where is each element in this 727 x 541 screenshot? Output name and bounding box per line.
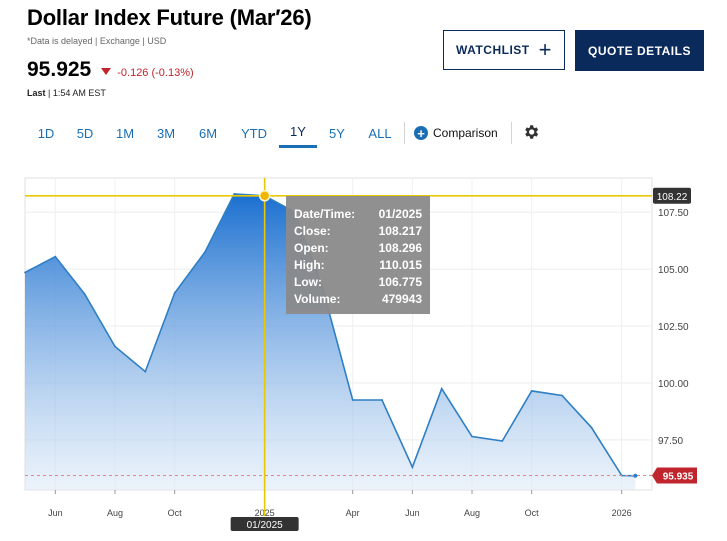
price-line xyxy=(24,193,636,477)
tooltip-key: High: xyxy=(294,258,325,272)
crosshair-y-tag xyxy=(653,187,691,204)
x-tick-label: Jun xyxy=(48,508,63,518)
data-point xyxy=(144,370,147,373)
tab-divider-2 xyxy=(511,122,512,144)
data-point xyxy=(561,394,563,397)
data-delay-note: *Data is delayed | Exchange | USD xyxy=(27,36,167,46)
down-arrow-icon xyxy=(101,68,112,75)
y-tick-label: 97.50 xyxy=(658,436,683,447)
tab-1d[interactable]: 1D xyxy=(37,125,55,141)
tooltip-key: Volume: xyxy=(294,292,340,306)
plus-circle-icon: + xyxy=(414,126,428,140)
tab-5d[interactable]: 5D xyxy=(76,125,94,141)
tooltip-key: Open: xyxy=(294,241,329,255)
tooltip-value: 108.217 xyxy=(379,224,423,238)
tooltip-value: 01/2025 xyxy=(379,207,423,221)
data-point xyxy=(54,255,57,258)
last-label: Last xyxy=(27,88,46,98)
data-point xyxy=(530,390,533,392)
tab-divider xyxy=(404,122,405,144)
y-tick-label: 107.50 xyxy=(658,208,689,219)
gear-icon[interactable] xyxy=(522,123,540,141)
tab-ytd[interactable]: YTD xyxy=(241,125,267,141)
tooltip-key: Low: xyxy=(294,275,322,289)
comparison-label: Comparison xyxy=(433,126,498,140)
tooltip-key: Close: xyxy=(294,224,331,238)
tooltip-value: 108.296 xyxy=(379,241,423,255)
x-tick-label: Oct xyxy=(525,508,540,518)
tab-all[interactable]: ALL xyxy=(368,125,392,141)
tooltip-key: Date/Time: xyxy=(294,207,355,221)
y-tick-label: 102.50 xyxy=(658,322,689,333)
crosshair-y-label: 108.22 xyxy=(657,192,688,203)
current-price-label: 95.935 xyxy=(663,472,694,483)
data-point xyxy=(471,435,473,438)
crosshair-marker xyxy=(258,190,271,202)
crosshair-x-label: 01/2025 xyxy=(247,520,284,531)
tab-1y[interactable]: 1Y xyxy=(279,118,317,148)
x-tick-label: 2026 xyxy=(612,508,632,518)
x-tick-label: Jun xyxy=(405,508,420,518)
y-tick-label: 100.00 xyxy=(658,379,689,390)
data-point xyxy=(351,399,354,401)
data-point xyxy=(173,292,176,294)
data-point xyxy=(590,426,593,429)
price-change: -0.126 (-0.13%) xyxy=(101,66,194,79)
price-row: 95.925 -0.126 (-0.13%) xyxy=(27,58,194,82)
tab-3m[interactable]: 3M xyxy=(156,125,176,141)
tooltip-box xyxy=(286,196,430,314)
crosshair-x-tag xyxy=(230,517,299,531)
data-point xyxy=(24,271,26,274)
quote-details-label: QUOTE DETAILS xyxy=(588,43,691,58)
price-change-value: -0.126 (-0.13%) xyxy=(117,66,194,79)
watchlist-button[interactable]: WATCHLIST + xyxy=(443,30,565,70)
plus-icon: + xyxy=(538,37,552,62)
tooltip-value: 106.775 xyxy=(379,275,423,289)
x-tick-label: Apr xyxy=(346,508,360,518)
x-tick-label: Oct xyxy=(168,508,183,518)
y-tick-label: 105.00 xyxy=(658,265,689,276)
tooltip-value: 479943 xyxy=(382,292,422,306)
x-tick-label: Aug xyxy=(464,508,480,518)
quote-details-button[interactable]: QUOTE DETAILS xyxy=(575,30,704,71)
last-trade-time: Last | 1:54 AM EST xyxy=(27,88,106,98)
data-point xyxy=(114,345,116,348)
current-price-tag xyxy=(652,467,697,484)
watchlist-label: WATCHLIST xyxy=(456,43,530,57)
tab-1m[interactable]: 1M xyxy=(115,125,135,141)
data-point xyxy=(204,251,206,253)
data-point xyxy=(440,387,443,390)
x-tick-label: Aug xyxy=(107,508,123,518)
price-area xyxy=(25,193,636,490)
price-chart[interactable]: 107.50 105.00 102.50 100.00 97.50 Jun Aug Oct 20… xyxy=(0,170,727,541)
tab-5y[interactable]: 5Y xyxy=(329,125,345,141)
tab-6m[interactable]: 6M xyxy=(198,125,218,141)
last-point xyxy=(633,473,638,478)
data-point xyxy=(381,399,383,401)
comparison-button[interactable]: + Comparison xyxy=(414,118,498,148)
data-point xyxy=(83,293,86,295)
page-title: Dollar Index Future (Mar′26) xyxy=(27,5,312,30)
tooltip-value: 110.015 xyxy=(379,258,422,272)
data-point xyxy=(411,466,414,469)
last-price: 95.925 xyxy=(27,58,92,81)
last-time-value: | 1:54 AM EST xyxy=(48,88,106,98)
data-point xyxy=(501,440,504,442)
data-point xyxy=(233,193,236,195)
